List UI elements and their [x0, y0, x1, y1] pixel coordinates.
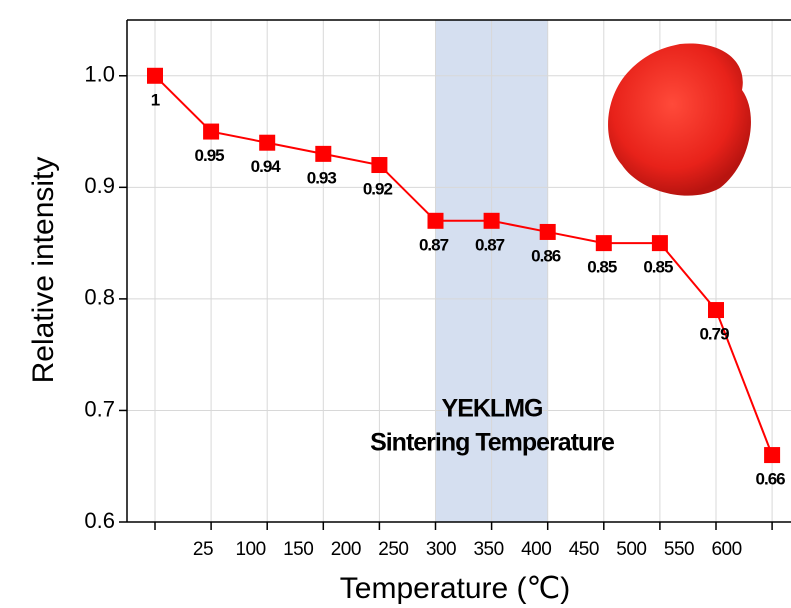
data-label: 0.92	[363, 180, 393, 199]
data-point	[484, 213, 500, 229]
data-label: 0.87	[475, 235, 505, 254]
y-tick-label: 1.0	[84, 62, 115, 87]
y-tick-label: 0.7	[84, 396, 115, 421]
y-tick-label: 0.6	[84, 508, 115, 533]
data-label: 1	[151, 90, 160, 109]
x-tick-label: 500	[616, 539, 646, 560]
powder-image	[608, 43, 751, 195]
data-label: 0.85	[643, 258, 673, 277]
data-point	[596, 235, 612, 251]
data-label: 0.79	[699, 325, 729, 344]
x-tick-label: 300	[426, 539, 456, 560]
x-axis-title: Temperature (℃)	[340, 572, 570, 605]
data-point	[764, 447, 780, 463]
data-label: 0.94	[251, 157, 282, 176]
data-label: 0.95	[195, 146, 225, 165]
x-tick-label: 200	[331, 539, 361, 560]
chart: 0.6 0.7 0.8 0.9 1.0 25 100 150 200 250 300 350 400 45…	[0, 0, 791, 608]
x-tick-label: 25	[193, 539, 213, 560]
x-tick-label: 450	[569, 539, 599, 560]
x-tick-label: 350	[473, 539, 503, 560]
data-label: 0.66	[756, 470, 786, 489]
x-tick-label: 550	[664, 539, 694, 560]
data-point	[428, 213, 444, 229]
data-label: 0.86	[531, 246, 561, 265]
x-tick-label: 100	[235, 539, 265, 560]
x-tick-label: 250	[378, 539, 408, 560]
data-label: 0.93	[307, 168, 337, 187]
annotation: YEKLMG	[442, 395, 543, 423]
data-point	[652, 235, 668, 251]
x-tick-label: 600	[711, 539, 741, 560]
annotation: Sintering Temperature	[370, 429, 615, 457]
data-label: 0.87	[419, 235, 449, 254]
x-tick-label: 150	[283, 539, 313, 560]
y-axis-title: Relative intensity	[27, 157, 60, 384]
data-label: 0.85	[587, 258, 617, 277]
data-point	[371, 157, 387, 173]
y-tick-label: 0.9	[84, 173, 115, 198]
data-point	[259, 135, 275, 151]
data-point	[203, 124, 219, 140]
data-point	[708, 302, 724, 318]
x-tick-label: 400	[521, 539, 551, 560]
data-point	[147, 68, 163, 84]
data-point	[315, 146, 331, 162]
y-tick-label: 0.8	[84, 285, 115, 310]
data-point	[540, 224, 556, 240]
